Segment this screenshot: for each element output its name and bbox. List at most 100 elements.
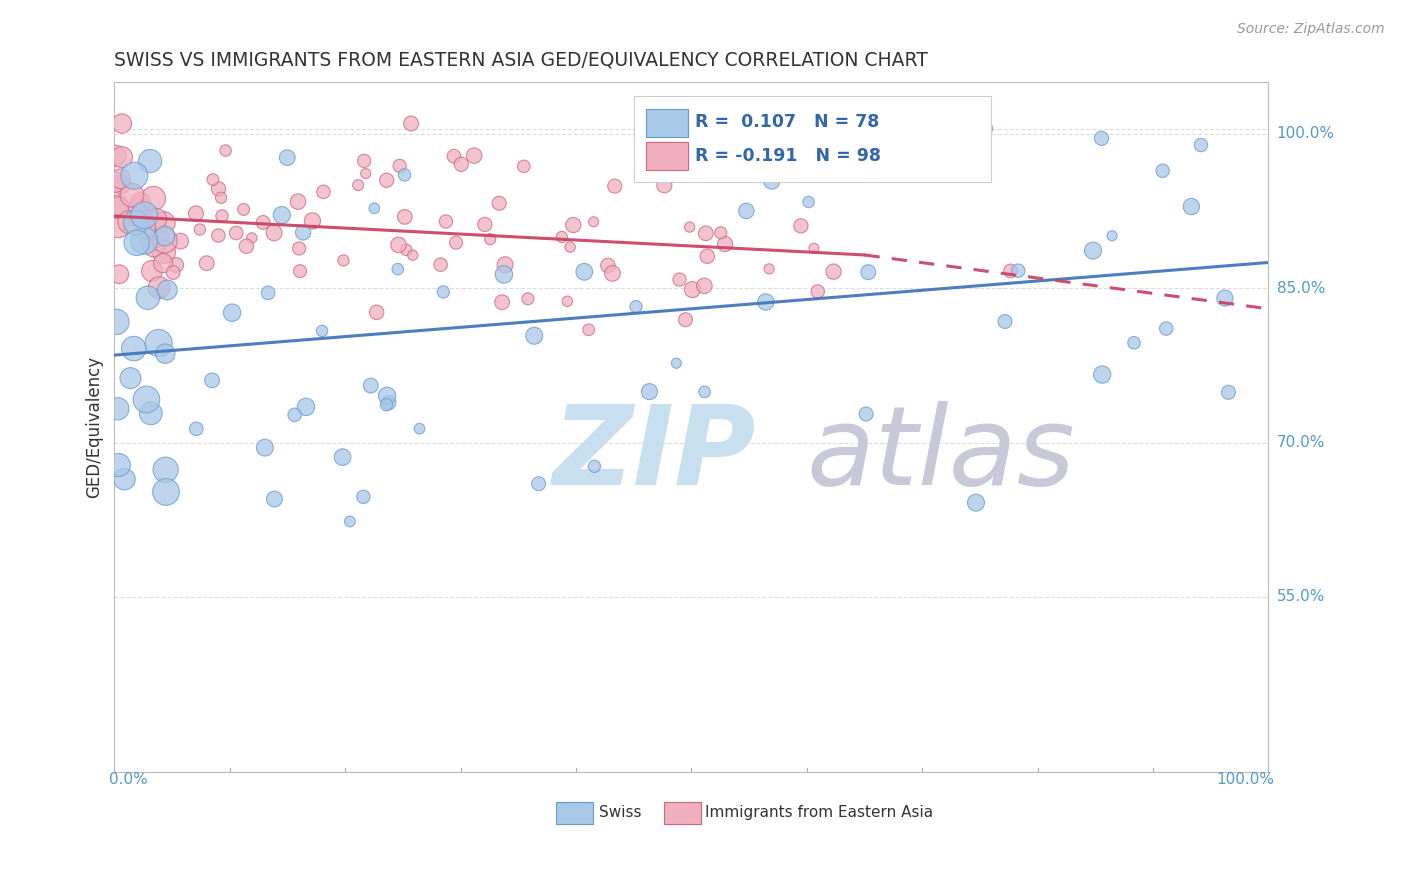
Point [394, 168, 416, 182]
Point [657, 116, 679, 130]
Point [120, 371, 142, 385]
Point [668, 272, 690, 286]
Point [353, 153, 375, 168]
Point [679, 220, 702, 235]
Point [696, 249, 718, 263]
Text: 100.0%: 100.0% [1216, 772, 1274, 787]
Point [135, 392, 157, 407]
Point [432, 285, 454, 299]
Point [111, 150, 134, 164]
Point [104, 149, 127, 163]
Point [284, 408, 307, 422]
Point [207, 182, 229, 196]
Text: 100.0%: 100.0% [1277, 127, 1334, 141]
Point [253, 441, 276, 455]
Point [402, 248, 425, 262]
Point [132, 234, 155, 248]
Point [263, 491, 285, 506]
Text: 0.0%: 0.0% [108, 772, 148, 787]
Point [155, 463, 177, 477]
Point [562, 218, 585, 232]
Point [735, 203, 758, 218]
Point [395, 243, 418, 257]
Point [287, 194, 309, 209]
Point [388, 159, 411, 173]
Point [114, 472, 136, 486]
Point [1090, 131, 1112, 145]
Point [107, 219, 129, 234]
Point [111, 116, 134, 130]
Point [257, 285, 280, 300]
Point [165, 258, 187, 272]
Point [141, 264, 163, 278]
Point [118, 215, 141, 229]
Point [807, 285, 830, 299]
Point [779, 166, 801, 180]
Point [148, 280, 170, 294]
Point [675, 312, 697, 326]
Point [129, 195, 152, 210]
Point [803, 241, 825, 255]
Point [1180, 200, 1202, 214]
Text: 70.0%: 70.0% [1277, 435, 1324, 450]
Point [153, 216, 176, 230]
Point [128, 203, 150, 218]
Point [527, 476, 550, 491]
Point [855, 407, 877, 421]
Point [1152, 163, 1174, 178]
Point [463, 148, 485, 162]
Point [121, 188, 143, 202]
Point [965, 496, 987, 510]
Point [652, 178, 675, 193]
Point [136, 291, 159, 305]
Point [375, 173, 398, 187]
Point [263, 226, 285, 240]
Point [139, 154, 162, 169]
Point [797, 194, 820, 209]
Point [124, 169, 146, 183]
Point [387, 238, 409, 252]
Point [288, 264, 311, 278]
Point [332, 253, 354, 268]
Point [375, 389, 398, 403]
Point [201, 373, 224, 387]
FancyBboxPatch shape [664, 802, 700, 823]
FancyBboxPatch shape [647, 109, 688, 136]
Point [108, 267, 131, 281]
Point [578, 323, 600, 337]
Point [145, 211, 167, 226]
Point [551, 230, 574, 244]
Point [122, 342, 145, 356]
Point [710, 226, 733, 240]
Point [207, 228, 229, 243]
Point [557, 294, 579, 309]
Point [332, 450, 354, 464]
Point [153, 233, 176, 247]
Point [394, 210, 416, 224]
Point [214, 144, 236, 158]
Point [339, 515, 361, 529]
Point [1189, 138, 1212, 153]
Point [1213, 291, 1236, 305]
Point [152, 256, 174, 270]
Point [188, 222, 211, 236]
Point [523, 328, 546, 343]
Point [125, 235, 148, 250]
Text: R = -0.191   N = 98: R = -0.191 N = 98 [695, 147, 882, 165]
Point [1154, 321, 1177, 335]
Point [347, 178, 370, 193]
Point [270, 208, 292, 222]
Point [292, 226, 315, 240]
Point [201, 172, 224, 186]
Point [366, 305, 388, 319]
Point [823, 152, 845, 166]
Text: R =  0.107   N = 78: R = 0.107 N = 78 [695, 113, 879, 131]
Point [574, 265, 596, 279]
Point [110, 171, 132, 186]
Point [301, 214, 323, 228]
Point [444, 235, 467, 250]
Point [162, 266, 184, 280]
Point [387, 262, 409, 277]
Point [755, 295, 778, 310]
Point [148, 336, 170, 351]
